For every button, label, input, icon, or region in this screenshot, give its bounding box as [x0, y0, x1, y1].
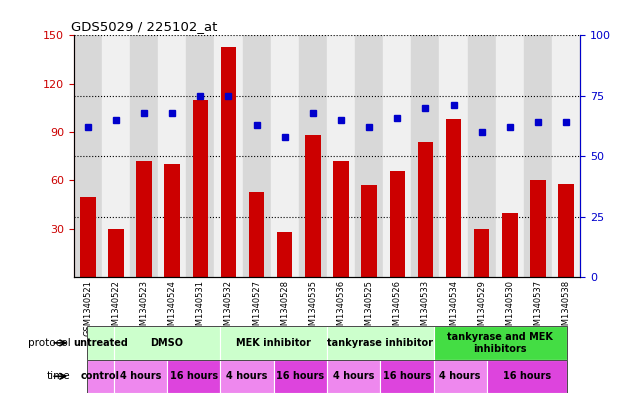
- Bar: [530, 180, 545, 277]
- Text: GDS5029 / 225102_at: GDS5029 / 225102_at: [71, 20, 217, 33]
- Bar: [355, 35, 383, 277]
- Bar: [130, 35, 158, 277]
- Bar: [299, 35, 327, 277]
- Bar: [158, 35, 187, 277]
- Bar: [474, 229, 489, 277]
- Text: 4 hours: 4 hours: [120, 371, 161, 381]
- Text: 16 hours: 16 hours: [170, 371, 218, 381]
- Text: 4 hours: 4 hours: [333, 371, 374, 381]
- Text: 16 hours: 16 hours: [383, 371, 431, 381]
- Bar: [277, 232, 292, 277]
- Bar: [192, 100, 208, 277]
- Bar: [249, 192, 264, 277]
- Bar: [390, 171, 405, 277]
- Bar: [502, 213, 517, 277]
- Text: untreated: untreated: [73, 338, 128, 348]
- Bar: [440, 35, 467, 277]
- Text: control: control: [81, 371, 120, 381]
- Text: 4 hours: 4 hours: [226, 371, 268, 381]
- Text: MEK inhibitor: MEK inhibitor: [236, 338, 311, 348]
- Bar: [383, 35, 412, 277]
- Bar: [108, 229, 124, 277]
- Bar: [305, 135, 320, 277]
- Bar: [333, 161, 349, 277]
- Bar: [80, 196, 96, 277]
- Bar: [271, 35, 299, 277]
- Bar: [74, 35, 102, 277]
- Bar: [467, 35, 495, 277]
- Bar: [495, 35, 524, 277]
- Bar: [327, 35, 355, 277]
- Bar: [558, 184, 574, 277]
- Text: DMSO: DMSO: [151, 338, 183, 348]
- Bar: [137, 161, 152, 277]
- Bar: [187, 35, 214, 277]
- Text: tankyrase and MEK
inhibitors: tankyrase and MEK inhibitors: [447, 332, 553, 354]
- Bar: [165, 164, 180, 277]
- Bar: [221, 47, 236, 277]
- Text: tankyrase inhibitor: tankyrase inhibitor: [327, 338, 433, 348]
- Bar: [412, 35, 440, 277]
- Bar: [102, 35, 130, 277]
- Text: 16 hours: 16 hours: [503, 371, 551, 381]
- Bar: [524, 35, 552, 277]
- Text: protocol: protocol: [28, 338, 71, 348]
- Bar: [445, 119, 462, 277]
- Text: 16 hours: 16 hours: [276, 371, 324, 381]
- Bar: [362, 185, 377, 277]
- Text: time: time: [47, 371, 71, 381]
- Bar: [418, 142, 433, 277]
- Bar: [242, 35, 271, 277]
- Bar: [552, 35, 580, 277]
- Text: 4 hours: 4 hours: [440, 371, 481, 381]
- Bar: [214, 35, 242, 277]
